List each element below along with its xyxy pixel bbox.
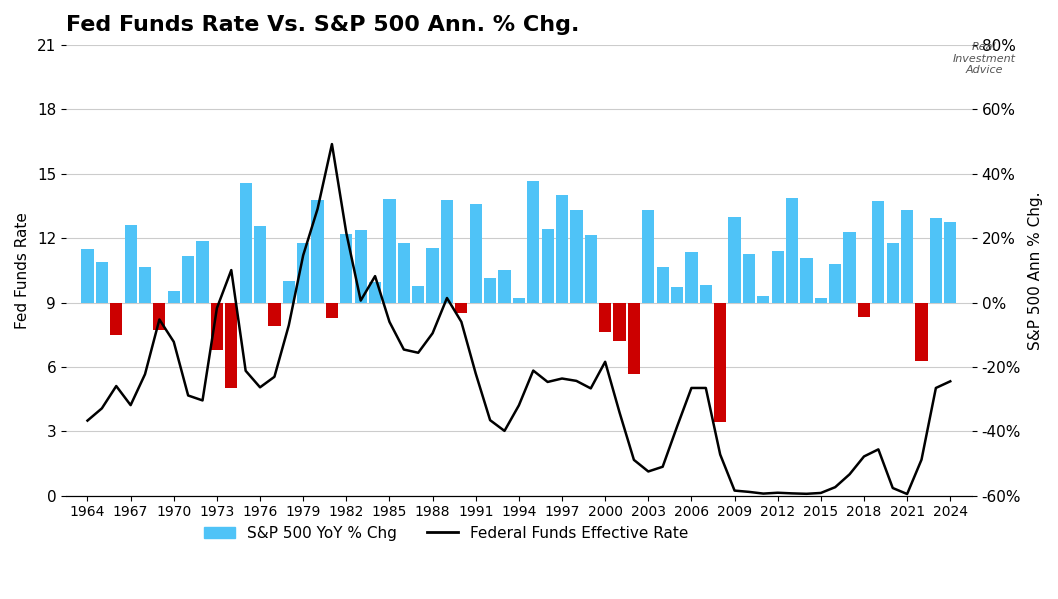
Bar [182,256,195,302]
Bar [269,302,280,326]
Bar [484,278,496,302]
Bar [829,264,841,302]
Bar [699,285,712,302]
Bar [413,286,424,302]
Bar [197,241,208,302]
Bar [470,204,481,302]
Bar [944,222,956,302]
Bar [743,254,755,302]
Bar [599,302,612,332]
Bar [369,282,381,302]
Bar [311,200,324,302]
Bar [771,251,784,302]
Bar [81,249,93,302]
Bar [815,298,827,302]
Bar [714,302,726,422]
Bar [555,195,568,302]
Text: Fed Funds Rate Vs. S&P 500 Ann. % Chg.: Fed Funds Rate Vs. S&P 500 Ann. % Chg. [66,15,580,35]
Bar [513,298,525,302]
Bar [297,243,309,302]
Bar [858,302,870,317]
Bar [239,183,252,302]
Bar [887,243,899,302]
Bar [125,225,136,302]
Bar [341,234,352,302]
Bar [671,287,683,302]
Bar [110,302,123,335]
Bar [398,243,409,302]
Bar [627,302,640,374]
Text: Real
Investment
Advice: Real Investment Advice [952,42,1016,75]
Bar [426,249,439,302]
Bar [455,302,468,313]
Bar [225,302,237,388]
Bar [901,210,913,302]
Bar [686,252,697,302]
Bar [930,218,942,302]
Y-axis label: Fed Funds Rate: Fed Funds Rate [15,212,30,329]
Bar [167,291,180,302]
Bar [282,282,295,302]
Bar [570,210,583,302]
Bar [542,229,553,302]
Bar [96,262,108,302]
Bar [614,302,625,341]
Bar [254,226,267,302]
Bar [872,201,884,302]
Bar [800,258,813,302]
Bar [843,232,856,302]
Bar [498,270,511,302]
Bar [786,198,798,302]
Bar [441,201,453,302]
Bar [657,268,669,302]
Bar [326,302,339,318]
Bar [729,217,741,302]
Bar [915,302,928,361]
Bar [153,302,165,330]
Bar [354,230,367,302]
Bar [383,199,396,302]
Bar [139,267,151,302]
Bar [527,181,540,302]
Bar [585,235,597,302]
Bar [758,296,769,302]
Bar [211,302,223,350]
Y-axis label: S&P 500 Ann % Chg.: S&P 500 Ann % Chg. [1028,191,1043,350]
Legend: S&P 500 YoY % Chg, Federal Funds Effective Rate: S&P 500 YoY % Chg, Federal Funds Effecti… [198,519,695,547]
Bar [642,210,655,302]
